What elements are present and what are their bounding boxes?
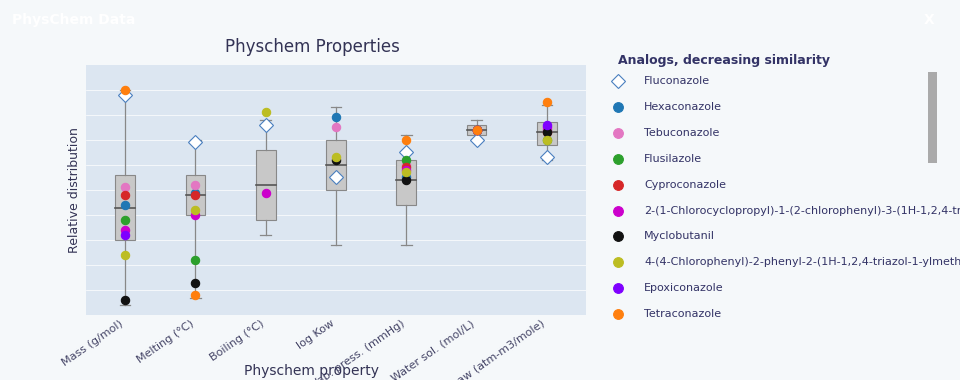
Bar (326, 140, 346, 190)
Text: Physchem property: Physchem property (245, 364, 379, 377)
Text: Physchem Properties: Physchem Properties (225, 38, 399, 57)
Bar (467, 125, 487, 135)
Text: Tetraconazole: Tetraconazole (644, 309, 721, 319)
Bar (256, 150, 276, 220)
Text: Flusilazole: Flusilazole (644, 154, 702, 164)
Bar (185, 175, 205, 215)
Text: X: X (924, 13, 934, 27)
Bar (396, 160, 416, 205)
Y-axis label: Relative distribution: Relative distribution (68, 127, 81, 253)
Text: 2-(1-Chlorocyclopropyl)-1-(2-chlorophenyl)-3-(1H-1,2,4-triazol-1-yl)-2-propanol: 2-(1-Chlorocyclopropyl)-1-(2-chloropheny… (644, 206, 960, 215)
Bar (927, 72, 937, 163)
Text: Analogs, decreasing similarity: Analogs, decreasing similarity (618, 54, 829, 67)
Bar (537, 122, 557, 145)
Text: Tebuconazole: Tebuconazole (644, 128, 719, 138)
Text: Epoxiconazole: Epoxiconazole (644, 283, 724, 293)
Text: Myclobutanil: Myclobutanil (644, 231, 715, 241)
Text: PhysChem Data: PhysChem Data (12, 13, 135, 27)
Text: Fluconazole: Fluconazole (644, 76, 710, 86)
Text: Cyproconazole: Cyproconazole (644, 180, 726, 190)
Text: Hexaconazole: Hexaconazole (644, 102, 722, 112)
Bar (115, 175, 135, 240)
Text: 4-(4-Chlorophenyl)-2-phenyl-2-(1H-1,2,4-triazol-1-ylmethyl)butyronitrile: 4-(4-Chlorophenyl)-2-phenyl-2-(1H-1,2,4-… (644, 257, 960, 267)
